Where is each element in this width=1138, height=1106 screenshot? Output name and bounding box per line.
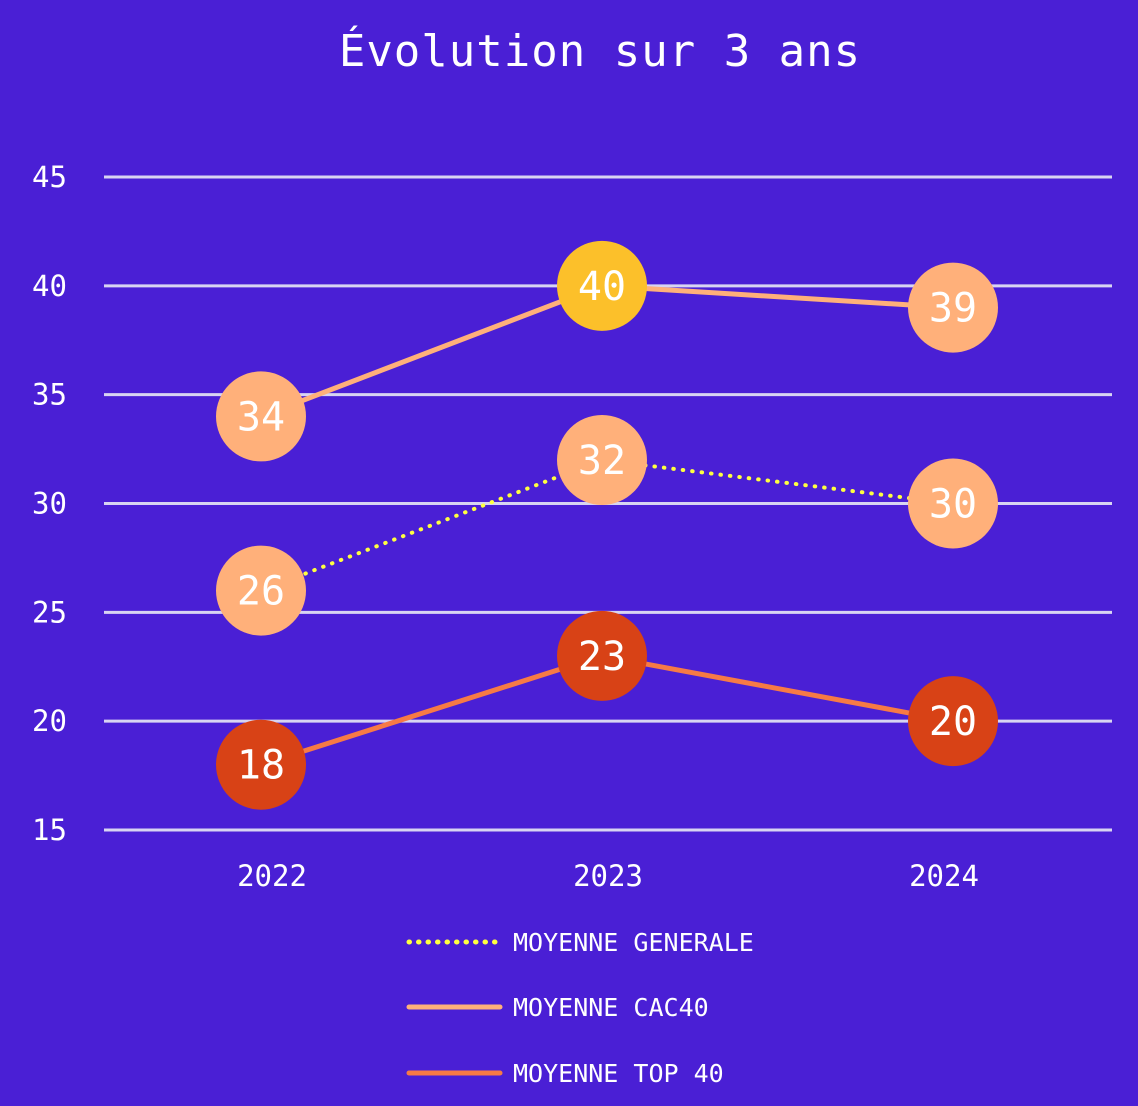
legend-item-2: MOYENNE CAC40 [406,993,709,1022]
y-tick-label-20: 20 [32,704,67,738]
data-point-markers: 26 32 30 34 40 39 18 23 20 [216,240,998,810]
data-label: 30 [929,482,977,528]
data-label: 39 [929,286,977,332]
data-point-2-2022: 34 [216,371,306,462]
data-point-3-2022: 18 [216,719,306,810]
data-point-marker [216,545,306,636]
data-label: 32 [578,438,626,484]
data-point-marker [216,371,306,462]
data-point-1-2022: 26 [216,545,306,636]
legend-label: MOYENNE GENERALE [513,928,754,957]
legend-label: MOYENNE CAC40 [513,993,709,1022]
data-label: 18 [237,743,285,789]
x-tick-label-2023: 2023 [573,859,643,893]
data-point-marker [557,610,647,701]
data-point-2-2024: 39 [908,262,998,353]
data-point-1-2023: 32 [557,414,647,505]
x-tick-label-2024: 2024 [909,859,979,893]
data-point-marker [908,458,998,549]
data-point-marker [908,262,998,353]
y-tick-label-40: 40 [32,269,67,303]
data-point-marker [557,414,647,505]
y-tick-label-30: 30 [32,487,67,521]
data-point-marker [557,240,647,331]
y-tick-label-45: 45 [32,160,67,194]
data-point-3-2023: 23 [557,610,647,701]
legend-item-3: MOYENNE TOP 40 [406,1059,724,1088]
data-point-3-2024: 20 [908,676,998,767]
data-label: 23 [578,634,626,680]
series-line-1 [259,457,955,593]
y-tick-label-35: 35 [32,378,67,412]
y-tick-label-25: 25 [32,595,67,629]
data-point-marker [216,719,306,810]
data-label: 40 [578,264,626,310]
x-axis-tick-labels: 2022 2023 2024 [237,859,979,893]
y-tick-label-15: 15 [32,813,67,847]
data-label: 20 [929,699,977,745]
legend-item-1: MOYENNE GENERALE [406,928,754,957]
data-point-marker [908,676,998,767]
x-tick-label-2022: 2022 [237,859,307,893]
legend: MOYENNE GENERALE MOYENNE CAC40 MOYENNE TOP… [406,928,754,1088]
chart-title: Évolution sur 3 ans [338,26,862,77]
data-label: 34 [237,394,285,440]
data-label: 26 [237,569,285,615]
legend-label: MOYENNE TOP 40 [513,1059,724,1088]
data-point-2-2023: 40 [557,240,647,331]
y-axis-tick-labels: 15 20 25 30 35 40 45 [32,160,67,847]
data-point-1-2024: 30 [908,458,998,549]
